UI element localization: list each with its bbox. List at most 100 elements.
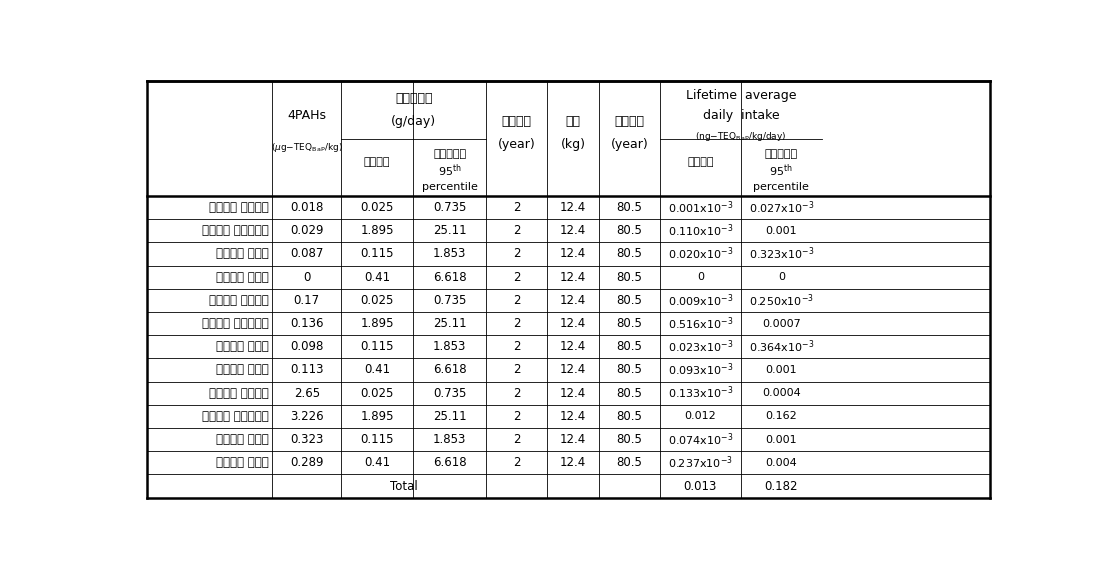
Text: 6.618: 6.618 <box>433 456 466 469</box>
Text: 0.41: 0.41 <box>364 364 390 377</box>
Text: 가스불판 소등심: 가스불판 소등심 <box>216 248 269 261</box>
Text: 0.0007: 0.0007 <box>761 319 800 328</box>
Text: 2: 2 <box>513 271 521 283</box>
Text: 95$^\mathrm{th}$: 95$^\mathrm{th}$ <box>769 162 794 179</box>
Text: 0.001: 0.001 <box>766 226 797 236</box>
Text: (kg): (kg) <box>561 138 586 151</box>
Text: 0.004: 0.004 <box>766 458 797 468</box>
Text: 0.364x10$^{-3}$: 0.364x10$^{-3}$ <box>748 339 814 355</box>
Text: 0.735: 0.735 <box>433 294 466 307</box>
Text: 12.4: 12.4 <box>559 201 586 214</box>
Text: (year): (year) <box>497 138 535 151</box>
Text: 식품섭취량: 식품섭취량 <box>395 92 433 105</box>
Text: 80.5: 80.5 <box>617 224 643 237</box>
Text: Lifetime  average: Lifetime average <box>686 89 796 102</box>
Text: 0.323x10$^{-3}$: 0.323x10$^{-3}$ <box>748 246 814 262</box>
Text: 0.115: 0.115 <box>361 433 394 446</box>
Text: 0.182: 0.182 <box>765 480 798 493</box>
Text: 2: 2 <box>513 340 521 353</box>
Text: 1.895: 1.895 <box>361 317 394 330</box>
Text: 가스석쇼 소등심: 가스석쇼 소등심 <box>216 340 269 353</box>
Text: 0: 0 <box>303 271 311 283</box>
Text: 80.5: 80.5 <box>617 387 643 399</box>
Text: 0.289: 0.289 <box>290 456 323 469</box>
Text: 0.735: 0.735 <box>433 201 466 214</box>
Text: 12.4: 12.4 <box>559 317 586 330</box>
Text: 0.018: 0.018 <box>290 201 323 214</box>
Text: 0.012: 0.012 <box>685 411 716 422</box>
Text: 1.853: 1.853 <box>433 340 466 353</box>
Text: 80.5: 80.5 <box>617 271 643 283</box>
Text: 12.4: 12.4 <box>559 387 586 399</box>
Text: 2: 2 <box>513 317 521 330</box>
Text: 80.5: 80.5 <box>617 433 643 446</box>
Text: 전체집단의: 전체집단의 <box>765 149 798 159</box>
Text: 0.087: 0.087 <box>290 248 323 261</box>
Text: 80.5: 80.5 <box>617 364 643 377</box>
Text: 12.4: 12.4 <box>559 224 586 237</box>
Text: 0.074x10$^{-3}$: 0.074x10$^{-3}$ <box>667 431 733 448</box>
Text: 6.618: 6.618 <box>433 271 466 283</box>
Text: 80.5: 80.5 <box>617 317 643 330</box>
Text: 가스석쇼 돼지삼격슴: 가스석쇼 돼지삼격슴 <box>202 317 269 330</box>
Text: 전체집단: 전체집단 <box>687 156 714 167</box>
Text: 0.023x10$^{-3}$: 0.023x10$^{-3}$ <box>667 339 733 355</box>
Text: 숲불석쇼 소안심: 숲불석쇼 소안심 <box>216 456 269 469</box>
Text: 2: 2 <box>513 364 521 377</box>
Text: 0: 0 <box>778 272 785 282</box>
Text: Total: Total <box>390 480 417 493</box>
Text: 4PAHs: 4PAHs <box>287 109 326 122</box>
Text: 2: 2 <box>513 224 521 237</box>
Text: 0.093x10$^{-3}$: 0.093x10$^{-3}$ <box>667 362 733 378</box>
Text: 0.009x10$^{-3}$: 0.009x10$^{-3}$ <box>667 292 733 308</box>
Text: 0.013: 0.013 <box>684 480 717 493</box>
Text: 1.895: 1.895 <box>361 224 394 237</box>
Text: percentile: percentile <box>754 182 809 192</box>
Text: 12.4: 12.4 <box>559 456 586 469</box>
Text: 0.735: 0.735 <box>433 387 466 399</box>
Text: 80.5: 80.5 <box>617 201 643 214</box>
Text: 가스불판 소안심: 가스불판 소안심 <box>216 271 269 283</box>
Text: 0.098: 0.098 <box>290 340 323 353</box>
Text: 0.237x10$^{-3}$: 0.237x10$^{-3}$ <box>668 455 733 471</box>
Text: ($\mu$g$-$TEQ$_\mathrm{BaP}$/kg): ($\mu$g$-$TEQ$_\mathrm{BaP}$/kg) <box>271 141 343 154</box>
Text: 평균수명: 평균수명 <box>615 115 645 128</box>
Text: 12.4: 12.4 <box>559 410 586 423</box>
Text: 80.5: 80.5 <box>617 294 643 307</box>
Text: 0.027x10$^{-3}$: 0.027x10$^{-3}$ <box>748 199 814 216</box>
Text: 0.162: 0.162 <box>766 411 797 422</box>
Text: 2: 2 <box>513 410 521 423</box>
Text: 0.029: 0.029 <box>290 224 323 237</box>
Text: 체중: 체중 <box>566 115 581 128</box>
Text: 0.001: 0.001 <box>766 435 797 444</box>
Text: 80.5: 80.5 <box>617 248 643 261</box>
Text: 80.5: 80.5 <box>617 456 643 469</box>
Text: 0.113: 0.113 <box>290 364 323 377</box>
Text: 80.5: 80.5 <box>617 410 643 423</box>
Text: 노출기간: 노출기간 <box>502 115 532 128</box>
Text: 0.001: 0.001 <box>766 365 797 375</box>
Text: 2: 2 <box>513 433 521 446</box>
Text: 80.5: 80.5 <box>617 340 643 353</box>
Text: 0.41: 0.41 <box>364 271 390 283</box>
Text: 12.4: 12.4 <box>559 364 586 377</box>
Text: 0.41: 0.41 <box>364 456 390 469</box>
Text: 0.025: 0.025 <box>361 387 394 399</box>
Text: 0.250x10$^{-3}$: 0.250x10$^{-3}$ <box>749 292 814 308</box>
Text: 0.0004: 0.0004 <box>761 388 800 398</box>
Text: 0.516x10$^{-3}$: 0.516x10$^{-3}$ <box>667 315 733 332</box>
Text: 2.65: 2.65 <box>294 387 320 399</box>
Text: 0.323: 0.323 <box>290 433 323 446</box>
Text: 1.853: 1.853 <box>433 248 466 261</box>
Text: (ng$-$TEQ$_\mathrm{BaP}$/kg/day): (ng$-$TEQ$_\mathrm{BaP}$/kg/day) <box>695 130 787 143</box>
Text: 0.136: 0.136 <box>290 317 323 330</box>
Text: 2: 2 <box>513 294 521 307</box>
Text: 25.11: 25.11 <box>433 317 466 330</box>
Text: 가스석쇼 소안심: 가스석쇼 소안심 <box>216 364 269 377</box>
Text: 1.853: 1.853 <box>433 433 466 446</box>
Text: 25.11: 25.11 <box>433 410 466 423</box>
Text: 0: 0 <box>697 272 704 282</box>
Text: 1.895: 1.895 <box>361 410 394 423</box>
Text: 0.110x10$^{-3}$: 0.110x10$^{-3}$ <box>667 222 733 239</box>
Text: (g/day): (g/day) <box>391 115 436 128</box>
